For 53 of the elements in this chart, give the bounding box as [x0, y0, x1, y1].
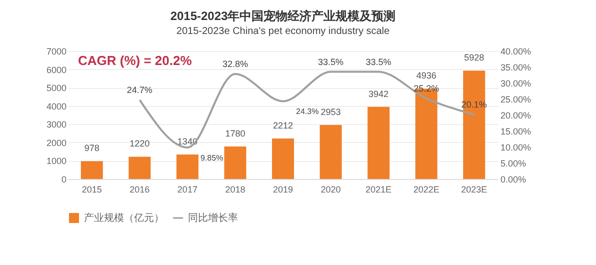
y-tick-label: 4000 — [46, 101, 66, 112]
x-tick-label: 2019 — [272, 184, 294, 194]
x-tick-label: 2020 — [320, 184, 341, 194]
data-label: 1780 — [225, 128, 246, 138]
bar — [463, 70, 486, 179]
data-label: 24.7% — [126, 84, 152, 95]
x-tick-label: 2018 — [225, 184, 246, 194]
data-label: 1220 — [130, 138, 150, 149]
bar — [224, 146, 246, 179]
data-label: 33.5% — [366, 56, 392, 67]
legend-label: 同比增长率 — [188, 212, 238, 224]
x-tick-label: 2023E — [461, 184, 488, 194]
data-label: 4936 — [416, 70, 436, 81]
y-tick-label: 6000 — [46, 64, 66, 75]
y-tick-label: 1000 — [46, 156, 66, 166]
x-tick-label: 2015 — [82, 184, 102, 194]
data-label: 2953 — [320, 107, 341, 117]
data-label: 33.5% — [318, 56, 344, 67]
bar — [320, 125, 342, 179]
data-label: 9.85% — [200, 153, 224, 162]
x-tick-label: 2022E — [413, 184, 440, 194]
bar — [128, 156, 151, 179]
y-tick-label: 5000 — [46, 83, 66, 94]
y-tick-label: 0 — [61, 174, 66, 184]
data-label: 978 — [84, 143, 100, 154]
y2-tick-label: 0.00% — [500, 174, 526, 184]
y2-tick-label: 15.00% — [500, 126, 532, 136]
chart-subtitle: 2015-2023e China's pet economy industry scale — [176, 26, 390, 37]
bar — [272, 138, 294, 179]
bar — [176, 154, 198, 179]
annotation: CAGR (%) = 20.2% — [78, 53, 192, 68]
y2-tick-label: 30.00% — [500, 78, 532, 88]
bar — [80, 161, 103, 179]
y2-tick-label: 10.00% — [500, 142, 532, 152]
x-tick-label: 2016 — [130, 184, 150, 194]
data-label: 24.3% — [296, 107, 319, 116]
y-tick-label: 2000 — [46, 138, 66, 148]
bar — [368, 106, 390, 179]
y-tick-label: 7000 — [46, 46, 66, 56]
x-tick-label: 2017 — [177, 184, 198, 194]
data-label: 3942 — [368, 88, 389, 99]
y2-tick-label: 25.00% — [500, 94, 532, 104]
y2-tick-label: 5.00% — [500, 158, 526, 168]
y2-tick-label: 20.00% — [500, 110, 532, 120]
y2-tick-label: 40.00% — [500, 46, 532, 56]
y-tick-label: 3000 — [46, 120, 66, 130]
legend-label: 产业规模（亿元） — [84, 212, 164, 224]
x-tick-label: 2021E — [366, 184, 392, 194]
y2-tick-label: 35.00% — [500, 62, 532, 72]
chart-title: 2015-2023年中国宠物经济产业规模及预测 — [170, 9, 396, 23]
data-label: 2212 — [272, 120, 294, 131]
data-label: 5928 — [464, 52, 484, 63]
data-label: 32.8% — [222, 59, 248, 70]
